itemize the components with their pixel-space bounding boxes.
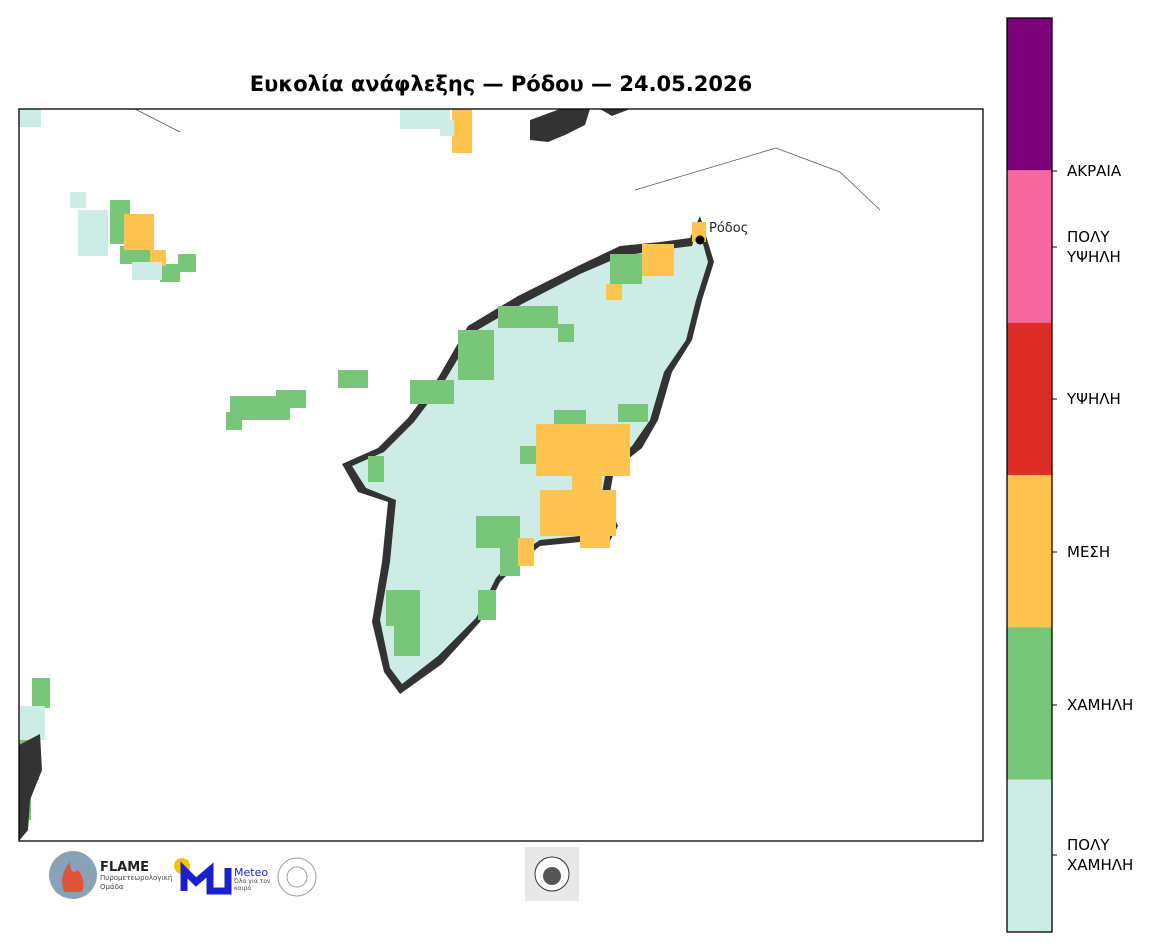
place-marker [695, 235, 705, 245]
meteo-name: Meteo [234, 866, 268, 879]
medium-cells [124, 109, 706, 566]
land-fragment [19, 734, 42, 841]
very-low-cells [19, 109, 636, 740]
map-title: Ευκολία ανάφλεξης — Ρόδου — 24.05.2026 [250, 72, 752, 96]
municipality-seal-face [543, 867, 561, 885]
map-frame [18, 108, 984, 842]
colorbar-frame [1006, 17, 1053, 933]
logos: FLAME Πυρομετεωρολογική Ομάδα Meteo Όλα … [49, 847, 579, 901]
meteo-sub: Όλα για τον καιρό [234, 878, 271, 892]
colorbar-label: ΧΑΜΗΛΗ [1067, 696, 1134, 714]
colorbar-segment [1007, 627, 1052, 780]
colorbar [1006, 17, 1057, 933]
map-area: Ρόδος [18, 108, 984, 842]
place-label: Ρόδος [709, 221, 748, 236]
flame-name: FLAME [100, 860, 149, 875]
colorbar-segment [1007, 18, 1052, 171]
colorbar-label: ΜΕΣΗ [1067, 543, 1111, 561]
colorbar-segment [1007, 779, 1052, 932]
colorbar-segment [1007, 475, 1052, 628]
colorbar-label: ΠΟΛΥ ΧΑΜΗΛΗ [1067, 836, 1134, 874]
colorbar-label: ΠΟΛΥ ΥΨΗΛΗ [1067, 228, 1121, 266]
colorbar-segment [1007, 170, 1052, 323]
flame-sub: Πυρομετεωρολογική Ομάδα [100, 874, 173, 891]
seal-inner [286, 866, 308, 888]
land-fragment [600, 109, 630, 116]
border-line [634, 147, 881, 211]
land-fragment [530, 109, 590, 142]
border-line [134, 108, 181, 133]
flame-sub-box: Πυρομετεωρολογική Ομάδα [100, 874, 173, 891]
colorbar-segment [1007, 322, 1052, 475]
colorbar-label: ΥΨΗΛΗ [1067, 390, 1121, 408]
meteo-logo [180, 861, 232, 895]
flame-icon [62, 862, 84, 892]
seal-logo [277, 857, 317, 897]
meteo-sub-box: Όλα για τον καιρό [234, 878, 271, 892]
colorbar-label: ΑΚΡΑΙΑ [1067, 162, 1122, 180]
